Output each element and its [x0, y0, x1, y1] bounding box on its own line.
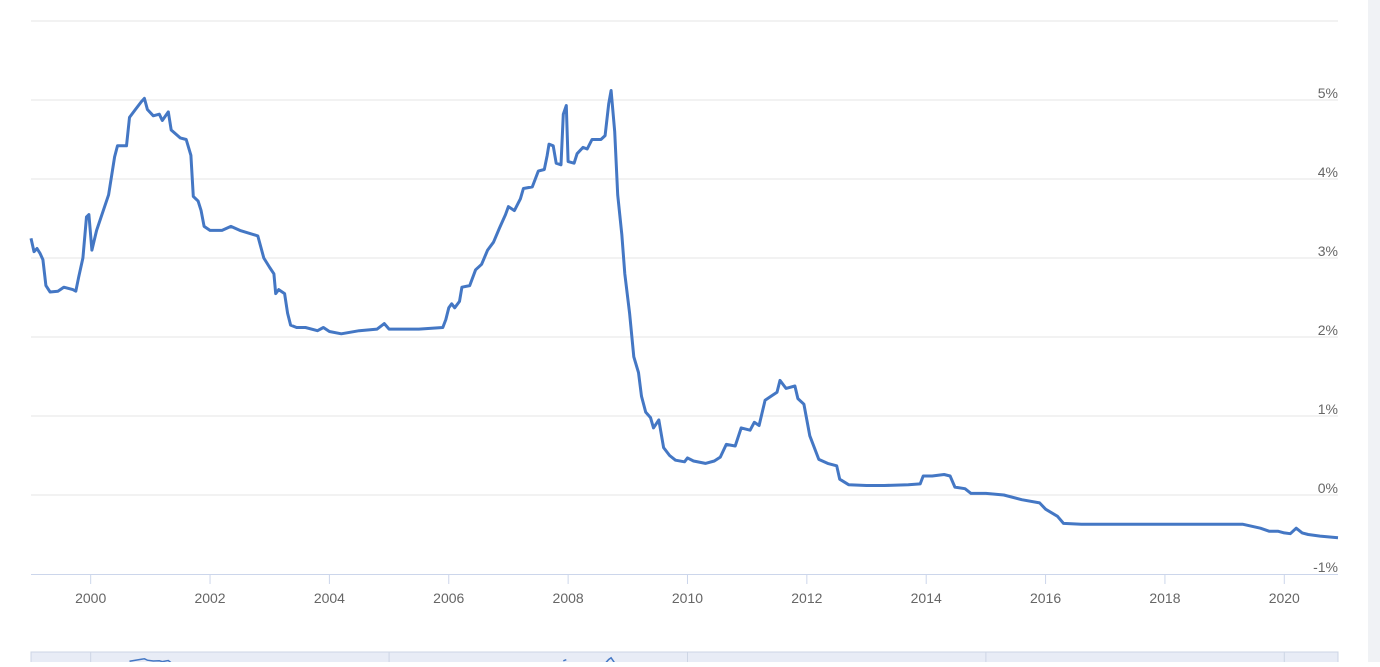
x-tick-label: 2002 [194, 590, 225, 606]
y-tick-label: 5% [1318, 85, 1338, 101]
x-tick-label: 2000 [75, 590, 106, 606]
y-tick-label: 1% [1318, 401, 1338, 417]
series-line [29, 89, 1339, 540]
x-tick-label: 2004 [314, 590, 345, 606]
y-tick-label: 0% [1318, 480, 1338, 496]
y-tick-label: 2% [1318, 322, 1338, 338]
x-tick-label: 2012 [791, 590, 822, 606]
y-tick-label: -1% [1313, 559, 1338, 575]
x-tick-label: 2018 [1149, 590, 1180, 606]
x-tick-label: 2010 [672, 590, 703, 606]
x-tick-label: 2008 [553, 590, 584, 606]
x-tick-label: 2006 [433, 590, 464, 606]
navigator-dividers [90, 652, 1285, 667]
page-scrollbar[interactable] [1368, 0, 1380, 662]
grid-lines [31, 20, 1338, 496]
y-tick-label: 4% [1318, 164, 1338, 180]
x-axis-labels: 2000 2002 2004 2006 2008 2010 2012 2014 2016 2018… [75, 590, 1300, 606]
x-tick-label: 2014 [911, 590, 942, 606]
range-navigator[interactable] [30, 651, 1339, 667]
x-tick-label: 2016 [1030, 590, 1061, 606]
x-tick-label: 2020 [1269, 590, 1300, 606]
y-tick-label: 3% [1318, 243, 1338, 259]
y-axis-labels: 5% 4% 3% 2% 1% 0% -1% [1313, 85, 1338, 575]
navigator-background[interactable] [30, 651, 1339, 667]
x-axis-ticks [90, 574, 1285, 584]
